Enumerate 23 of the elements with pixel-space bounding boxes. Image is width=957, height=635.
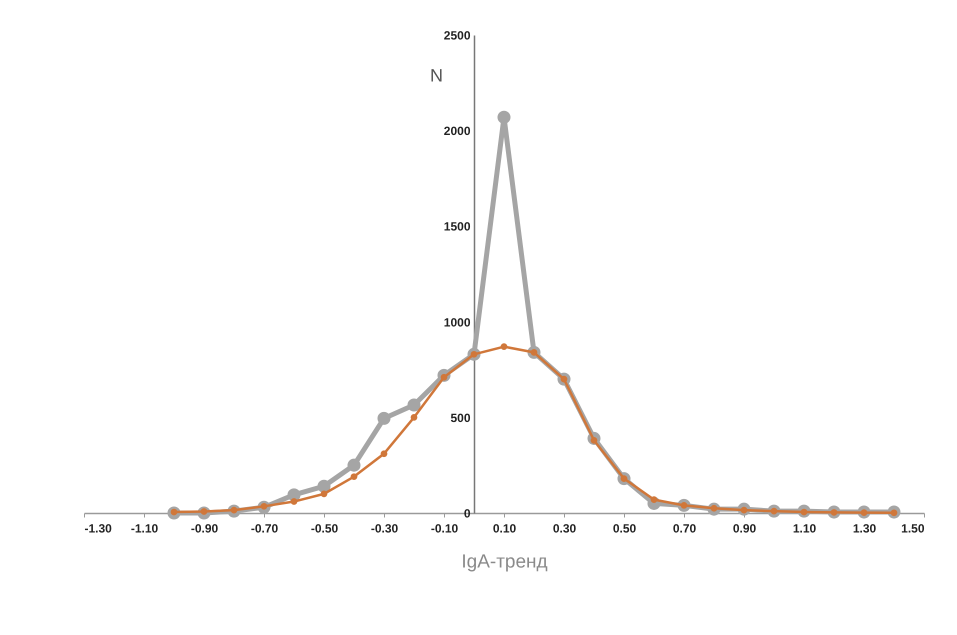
x-tick-label: 0.30 (552, 522, 576, 536)
y-tick-label: 2500 (444, 28, 471, 42)
x-tick-label: 0.10 (492, 522, 516, 536)
y-tick-label: 2000 (444, 124, 471, 138)
x-tick-label: -0.70 (250, 522, 278, 536)
y-axis-title: N (430, 66, 443, 86)
x-tick-label: 0.70 (672, 522, 696, 536)
y-tick-label: 0 (464, 506, 471, 520)
x-tick-label: 0.50 (612, 522, 636, 536)
x-tick-label: -1.30 (84, 522, 112, 536)
x-axis-title: IgA-тренд (461, 552, 548, 572)
x-tick-label: -0.10 (430, 522, 458, 536)
x-tick-label: -0.90 (190, 522, 218, 536)
x-tick-label: 1.50 (901, 522, 925, 536)
x-tick-label: -0.30 (370, 522, 398, 536)
x-tick-label: -0.50 (310, 522, 338, 536)
x-tick-label: 1.10 (792, 522, 816, 536)
x-tick-label: 0.90 (732, 522, 756, 536)
y-tick-label: 1500 (444, 220, 471, 234)
x-tick-label: 1.30 (852, 522, 876, 536)
x-tick-label: -1.10 (130, 522, 158, 536)
y-tick-label: 1000 (444, 315, 471, 330)
y-tick-label: 500 (450, 410, 471, 425)
